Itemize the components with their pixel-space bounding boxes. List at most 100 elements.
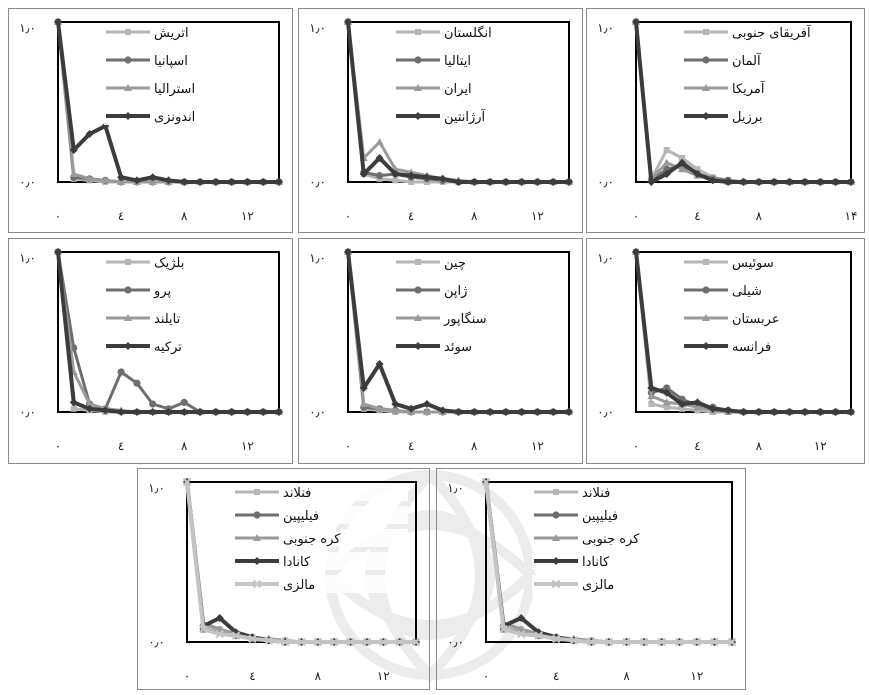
- panel-border: [8, 8, 293, 233]
- data-point: [69, 398, 78, 407]
- legend-bg: [104, 253, 271, 271]
- legend-bg: [233, 529, 408, 547]
- data-point: [692, 637, 702, 647]
- series-line: [634, 21, 851, 184]
- legend-bg: [682, 309, 843, 327]
- legend-label: ایتالیا: [444, 54, 471, 69]
- legend-label: استرالیا: [154, 82, 195, 97]
- data-point: [816, 178, 825, 186]
- data-point: [180, 398, 188, 406]
- data-point: [800, 178, 809, 186]
- y-tick-label: ۱٫۰: [148, 481, 165, 495]
- data-point: [232, 628, 241, 637]
- y-tick-label: ۱٫۰: [597, 251, 614, 265]
- legend-label: کانادا: [582, 555, 610, 570]
- legend-marker: [703, 259, 709, 265]
- x-tick-label: ٤: [694, 209, 700, 223]
- legend-label: سوئد: [444, 340, 472, 355]
- data-point: [391, 170, 400, 178]
- data-point: [422, 400, 431, 408]
- legend-marker: [124, 342, 132, 350]
- data-point: [362, 637, 372, 647]
- data-point: [375, 172, 384, 180]
- data-point: [754, 178, 763, 186]
- y-tick-label: ۱٫۰: [309, 21, 326, 35]
- data-point: [149, 400, 157, 408]
- legend-bg: [532, 483, 724, 501]
- data-point: [69, 170, 78, 177]
- legend-marker: [414, 342, 422, 350]
- x-tick-label: ٤: [553, 669, 559, 683]
- data-point: [552, 634, 561, 644]
- legend-label: اندونزی: [154, 110, 195, 125]
- data-point: [647, 178, 656, 186]
- x-tick-label: ۰: [633, 439, 639, 453]
- data-point: [708, 404, 717, 413]
- legend-bg: [104, 107, 271, 125]
- data-point: [454, 178, 463, 186]
- legend-marker: [551, 579, 561, 589]
- legend-bg: [682, 281, 843, 299]
- y-tick-label: ۱٫۰: [309, 251, 326, 265]
- data-point: [470, 408, 479, 416]
- legend-bg: [394, 107, 561, 125]
- legend-bg: [532, 575, 724, 593]
- data-point: [724, 406, 733, 415]
- data-point: [54, 248, 62, 256]
- chart-svg: ۱٫۰ ۰٫۰ ۰ ٤ ۸ ۱۲ چین ژاپن سنگاپور سوئد: [298, 238, 583, 464]
- legend-marker: [125, 259, 131, 265]
- x-tick-label: ٤: [408, 209, 414, 223]
- legend-label: اسپانیا: [154, 54, 188, 69]
- legend-label: بلژیک: [154, 256, 184, 271]
- x-tick-label: ۰: [483, 669, 489, 683]
- data-point: [678, 165, 687, 173]
- data-point: [180, 178, 189, 186]
- data-point: [663, 404, 670, 411]
- data-point: [785, 408, 794, 416]
- data-point: [70, 405, 77, 412]
- panel-border: [8, 238, 293, 464]
- data-point: [662, 388, 671, 397]
- data-point: [54, 18, 62, 26]
- data-point: [816, 408, 825, 416]
- data-point: [182, 477, 192, 487]
- legend-label: آمریکا: [732, 80, 766, 97]
- y-tick-label: ۰٫۰: [447, 635, 464, 649]
- legend-label: عربستان: [732, 312, 780, 327]
- chart-panel-austria-group: ۱٫۰ ۰٫۰ ۰ ٤ ۸ ۱۲ اتریش اسپانیا استرالیا اندونزی: [8, 8, 293, 233]
- data-point: [164, 408, 173, 416]
- chart-svg: ۱٫۰ ۰٫۰ ۰ ٤ ۸ ۱۲ انگلستان ایتالیا ایران آرژانتین: [298, 8, 583, 233]
- panel-border: [298, 238, 583, 464]
- legend-bg: [394, 51, 561, 69]
- data-point: [739, 408, 748, 416]
- data-point: [248, 634, 257, 644]
- y-tick-label: ۰٫۰: [148, 635, 165, 649]
- legend-marker: [702, 112, 710, 120]
- x-tick-label: ۱۴: [845, 209, 858, 223]
- panel-border: [586, 238, 865, 464]
- y-tick-label: ۰٫۰: [19, 175, 36, 189]
- x-tick-label: ٤: [118, 439, 124, 453]
- legend-bg: [682, 51, 843, 69]
- data-point: [694, 166, 701, 173]
- data-point: [148, 408, 157, 416]
- data-point: [516, 629, 526, 639]
- chart-panel-switzerland-group: ۱٫۰ ۰٫۰ ۰ ٤ ۸ ۱۲ سوئیس شیلی عربستان فرانسه: [586, 238, 865, 464]
- series-line: [56, 251, 279, 414]
- data-point: [196, 178, 205, 186]
- series-line: [56, 21, 279, 184]
- legend-bg: [233, 483, 408, 501]
- data-point: [499, 624, 508, 634]
- plot-frame: [57, 21, 280, 183]
- data-point: [800, 408, 809, 416]
- data-point: [85, 404, 94, 413]
- data-point: [831, 408, 840, 416]
- series-line: [634, 21, 851, 184]
- data-point: [408, 179, 415, 185]
- data-point: [344, 248, 352, 256]
- data-point: [739, 178, 748, 186]
- legend-marker: [414, 314, 422, 321]
- data-point: [275, 178, 283, 186]
- legend-marker: [253, 534, 261, 541]
- legend-marker: [702, 342, 710, 350]
